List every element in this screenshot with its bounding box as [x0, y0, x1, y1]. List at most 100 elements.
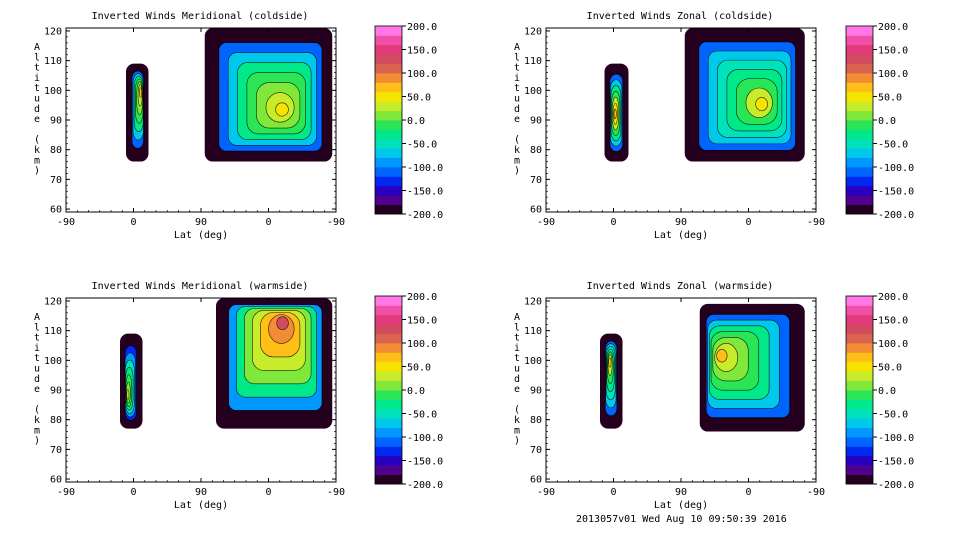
colorbar-label: 200.0	[878, 292, 908, 303]
contour-level	[276, 316, 289, 331]
y-tick-label: 90	[50, 116, 62, 127]
colorbar-swatch	[846, 157, 873, 168]
colorbar-swatch	[375, 465, 402, 475]
colorbar-swatch	[375, 26, 402, 36]
colorbar-label: -100.0	[407, 163, 443, 174]
x-tick-label: 0	[610, 217, 616, 228]
x-tick-label: -90	[327, 487, 345, 498]
colorbar-swatch	[846, 54, 873, 64]
colorbar-label: 0.0	[878, 116, 896, 127]
field-left	[126, 63, 149, 162]
contour-level	[608, 357, 612, 368]
y-tick-label: 80	[530, 415, 542, 426]
colorbar-label: 50.0	[407, 93, 431, 104]
colorbar-swatch	[846, 446, 873, 457]
colorbar-label: -150.0	[878, 187, 914, 198]
chart-title: Inverted Winds Meridional (coldside)	[92, 11, 309, 22]
colorbar-swatch	[846, 296, 873, 306]
x-tick-label: -90	[57, 217, 75, 228]
colorbar-label: 150.0	[878, 316, 908, 327]
colorbar-swatch	[375, 44, 402, 55]
x-tick-label: -90	[807, 487, 825, 498]
colorbar-swatch	[375, 54, 402, 64]
field-right	[204, 28, 333, 162]
x-tick-label: 90	[195, 487, 207, 498]
field-left	[604, 63, 629, 162]
colorbar-swatch	[375, 73, 402, 83]
colorbar-swatch	[375, 176, 402, 187]
colorbar-swatch	[375, 82, 402, 93]
y-tick-label: 60	[530, 475, 542, 486]
colorbar-swatch	[846, 437, 873, 447]
x-tick-label: 0	[130, 217, 136, 228]
colorbar-swatch	[375, 120, 402, 130]
y-tick-label: 90	[530, 116, 542, 127]
chart-panel-4: 60 70 80 90 100 110 120 -90 0 90 0 -90 Inverted Wind…	[514, 281, 914, 511]
colorbar-label: -100.0	[878, 433, 914, 444]
colorbar-swatch	[846, 129, 873, 140]
y-tick-label: 100	[44, 356, 62, 367]
y-tick-label: 100	[44, 86, 62, 97]
colorbar-swatch	[846, 418, 873, 428]
colorbar-swatch	[375, 352, 402, 363]
y-tick-label: 70	[530, 175, 542, 186]
chart-panel-1: 60 70 80 90 100 110 120 -90 0 90 0 -90 Inverted Wind…	[34, 11, 443, 241]
colorbar-label: -50.0	[878, 410, 908, 421]
colorbar-swatch	[846, 314, 873, 325]
colorbar-swatch	[846, 110, 873, 121]
colorbar-swatch	[846, 352, 873, 363]
x-tick-label: -90	[327, 217, 345, 228]
colorbar-swatch	[375, 399, 402, 410]
contour-level	[755, 97, 768, 112]
x-tick-label: 0	[610, 487, 616, 498]
colorbar-swatch	[846, 82, 873, 93]
colorbar-swatch	[375, 305, 402, 316]
colorbar-swatch	[846, 408, 873, 419]
colorbar-swatch	[375, 110, 402, 121]
colorbar-swatch	[846, 120, 873, 130]
colorbar-label: 0.0	[878, 386, 896, 397]
colorbar-swatch	[375, 296, 402, 306]
colorbar-swatch	[846, 26, 873, 36]
chart-title: Inverted Winds Meridional (warmside)	[92, 281, 309, 292]
colorbar-swatch	[375, 333, 402, 344]
colorbar-label: 200.0	[407, 292, 437, 303]
colorbar-swatch	[846, 380, 873, 391]
colorbar-swatch	[375, 408, 402, 419]
colorbar-swatch	[846, 185, 873, 196]
x-axis-label: Lat (deg)	[654, 500, 708, 511]
colorbar-swatch	[846, 63, 873, 74]
x-axis-label: Lat (deg)	[174, 230, 228, 241]
y-tick-label: 110	[44, 56, 62, 67]
colorbar-swatch	[846, 465, 873, 475]
colorbar-swatch	[846, 101, 873, 111]
colorbar-swatch	[375, 204, 402, 215]
field-right	[684, 28, 805, 162]
x-axis-label: Lat (deg)	[654, 230, 708, 241]
colorbar-swatch	[375, 129, 402, 140]
chart-title: Inverted Winds Zonal (warmside)	[587, 281, 774, 292]
x-tick-label: 0	[745, 217, 751, 228]
colorbar-label: -100.0	[878, 163, 914, 174]
colorbar-swatch	[375, 371, 402, 381]
colorbar-swatch	[375, 167, 402, 177]
contour-level	[613, 108, 617, 120]
field-left	[600, 333, 623, 429]
colorbar-label: 100.0	[407, 69, 437, 80]
colorbar-label: -100.0	[407, 433, 443, 444]
colorbar-swatch	[846, 371, 873, 381]
y-tick-label: 110	[44, 326, 62, 337]
y-tick-label: 60	[50, 205, 62, 216]
x-tick-label: 0	[745, 487, 751, 498]
y-tick-label: 90	[50, 386, 62, 397]
x-tick-label: 90	[675, 217, 687, 228]
colorbar-label: -200.0	[878, 210, 914, 221]
colorbar-swatch	[846, 73, 873, 83]
colorbar-swatch	[375, 195, 402, 205]
colorbar-label: -200.0	[407, 210, 443, 221]
colorbar-swatch	[846, 91, 873, 102]
colorbar-swatch	[846, 138, 873, 149]
field-right	[216, 298, 333, 429]
